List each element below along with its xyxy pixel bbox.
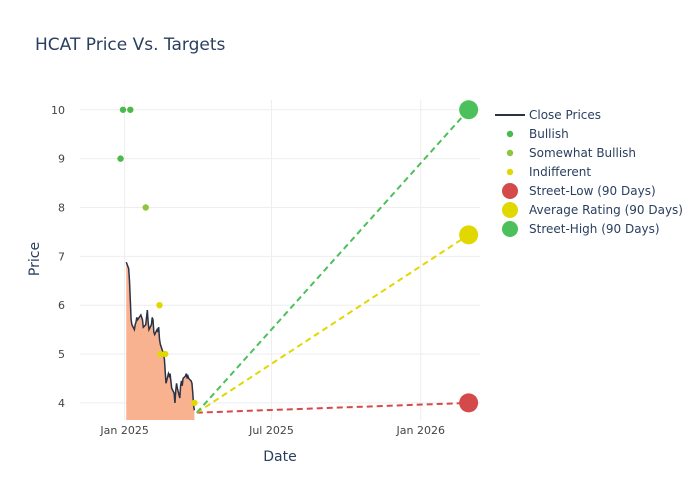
x-axis-title: Date bbox=[263, 449, 296, 465]
bullish-rating-point bbox=[127, 106, 134, 113]
y-tick-label: 9 bbox=[58, 153, 65, 166]
close-price-line bbox=[125, 261, 196, 411]
legend-swatch-marker bbox=[502, 202, 518, 218]
legend-swatch-dot bbox=[506, 149, 514, 157]
indifferent-rating-point bbox=[157, 350, 164, 358]
x-tick-label: Jan 2025 bbox=[99, 424, 148, 437]
street-high-target-marker bbox=[459, 100, 479, 120]
legend-item-somewhat-bullish: Somewhat Bullish bbox=[506, 146, 636, 160]
legend-item-bullish: Bullish bbox=[506, 127, 569, 141]
legend-label: Somewhat Bullish bbox=[529, 146, 636, 160]
y-tick-label: 5 bbox=[58, 348, 65, 361]
legend-item-close: Close Prices bbox=[495, 108, 601, 122]
indifferent-rating-point bbox=[161, 350, 169, 358]
y-tick-label: 7 bbox=[58, 250, 65, 263]
x-axis-ticks: Jan 2025 Jul 2025 Jan 2026 bbox=[99, 424, 445, 437]
legend-item-street-high: Street-High (90 Days) bbox=[502, 221, 660, 237]
indifferent-rating-point bbox=[191, 399, 198, 407]
somewhat-bullish-rating-point bbox=[142, 204, 149, 211]
x-tick-label: Jul 2025 bbox=[248, 424, 294, 437]
y-tick-label: 10 bbox=[51, 104, 65, 117]
x-tick-label: Jan 2026 bbox=[396, 424, 445, 437]
y-tick-label: 8 bbox=[58, 201, 65, 214]
legend-swatch-dot bbox=[506, 168, 514, 176]
street-high-target-line bbox=[196, 109, 470, 414]
street-low-target-marker bbox=[459, 393, 479, 413]
legend-label: Bullish bbox=[529, 127, 569, 141]
legend-swatch-marker bbox=[502, 183, 518, 199]
legend-label: Street-Low (90 Days) bbox=[529, 184, 656, 198]
legend-item-average: Average Rating (90 Days) bbox=[502, 202, 683, 218]
average-target-line bbox=[196, 234, 470, 414]
street-low-target-line bbox=[196, 401, 469, 414]
legend-item-indifferent: Indifferent bbox=[506, 165, 591, 179]
legend: Close Prices Bullish Somewhat Bullish Indif… bbox=[495, 108, 683, 237]
chart-title: HCAT Price Vs. Targets bbox=[35, 35, 226, 55]
indifferent-rating-point bbox=[156, 301, 163, 309]
legend-label: Street-High (90 Days) bbox=[529, 222, 660, 236]
legend-item-street-low: Street-Low (90 Days) bbox=[502, 183, 656, 199]
y-tick-label: 6 bbox=[58, 299, 65, 312]
average-target-marker bbox=[459, 225, 479, 245]
y-tick-label: 4 bbox=[58, 397, 65, 410]
bullish-rating-point bbox=[117, 155, 124, 162]
legend-label: Average Rating (90 Days) bbox=[529, 203, 683, 217]
plot-area bbox=[117, 100, 479, 420]
legend-swatch-marker bbox=[502, 221, 518, 237]
bullish-rating-point bbox=[119, 106, 127, 113]
y-axis-title: Price bbox=[27, 242, 43, 276]
legend-label: Close Prices bbox=[529, 108, 601, 122]
y-axis-ticks: 4 5 6 7 8 9 10 bbox=[51, 104, 65, 410]
legend-label: Indifferent bbox=[529, 165, 591, 179]
close-price-area bbox=[126, 262, 195, 420]
legend-swatch-dot bbox=[506, 130, 514, 138]
